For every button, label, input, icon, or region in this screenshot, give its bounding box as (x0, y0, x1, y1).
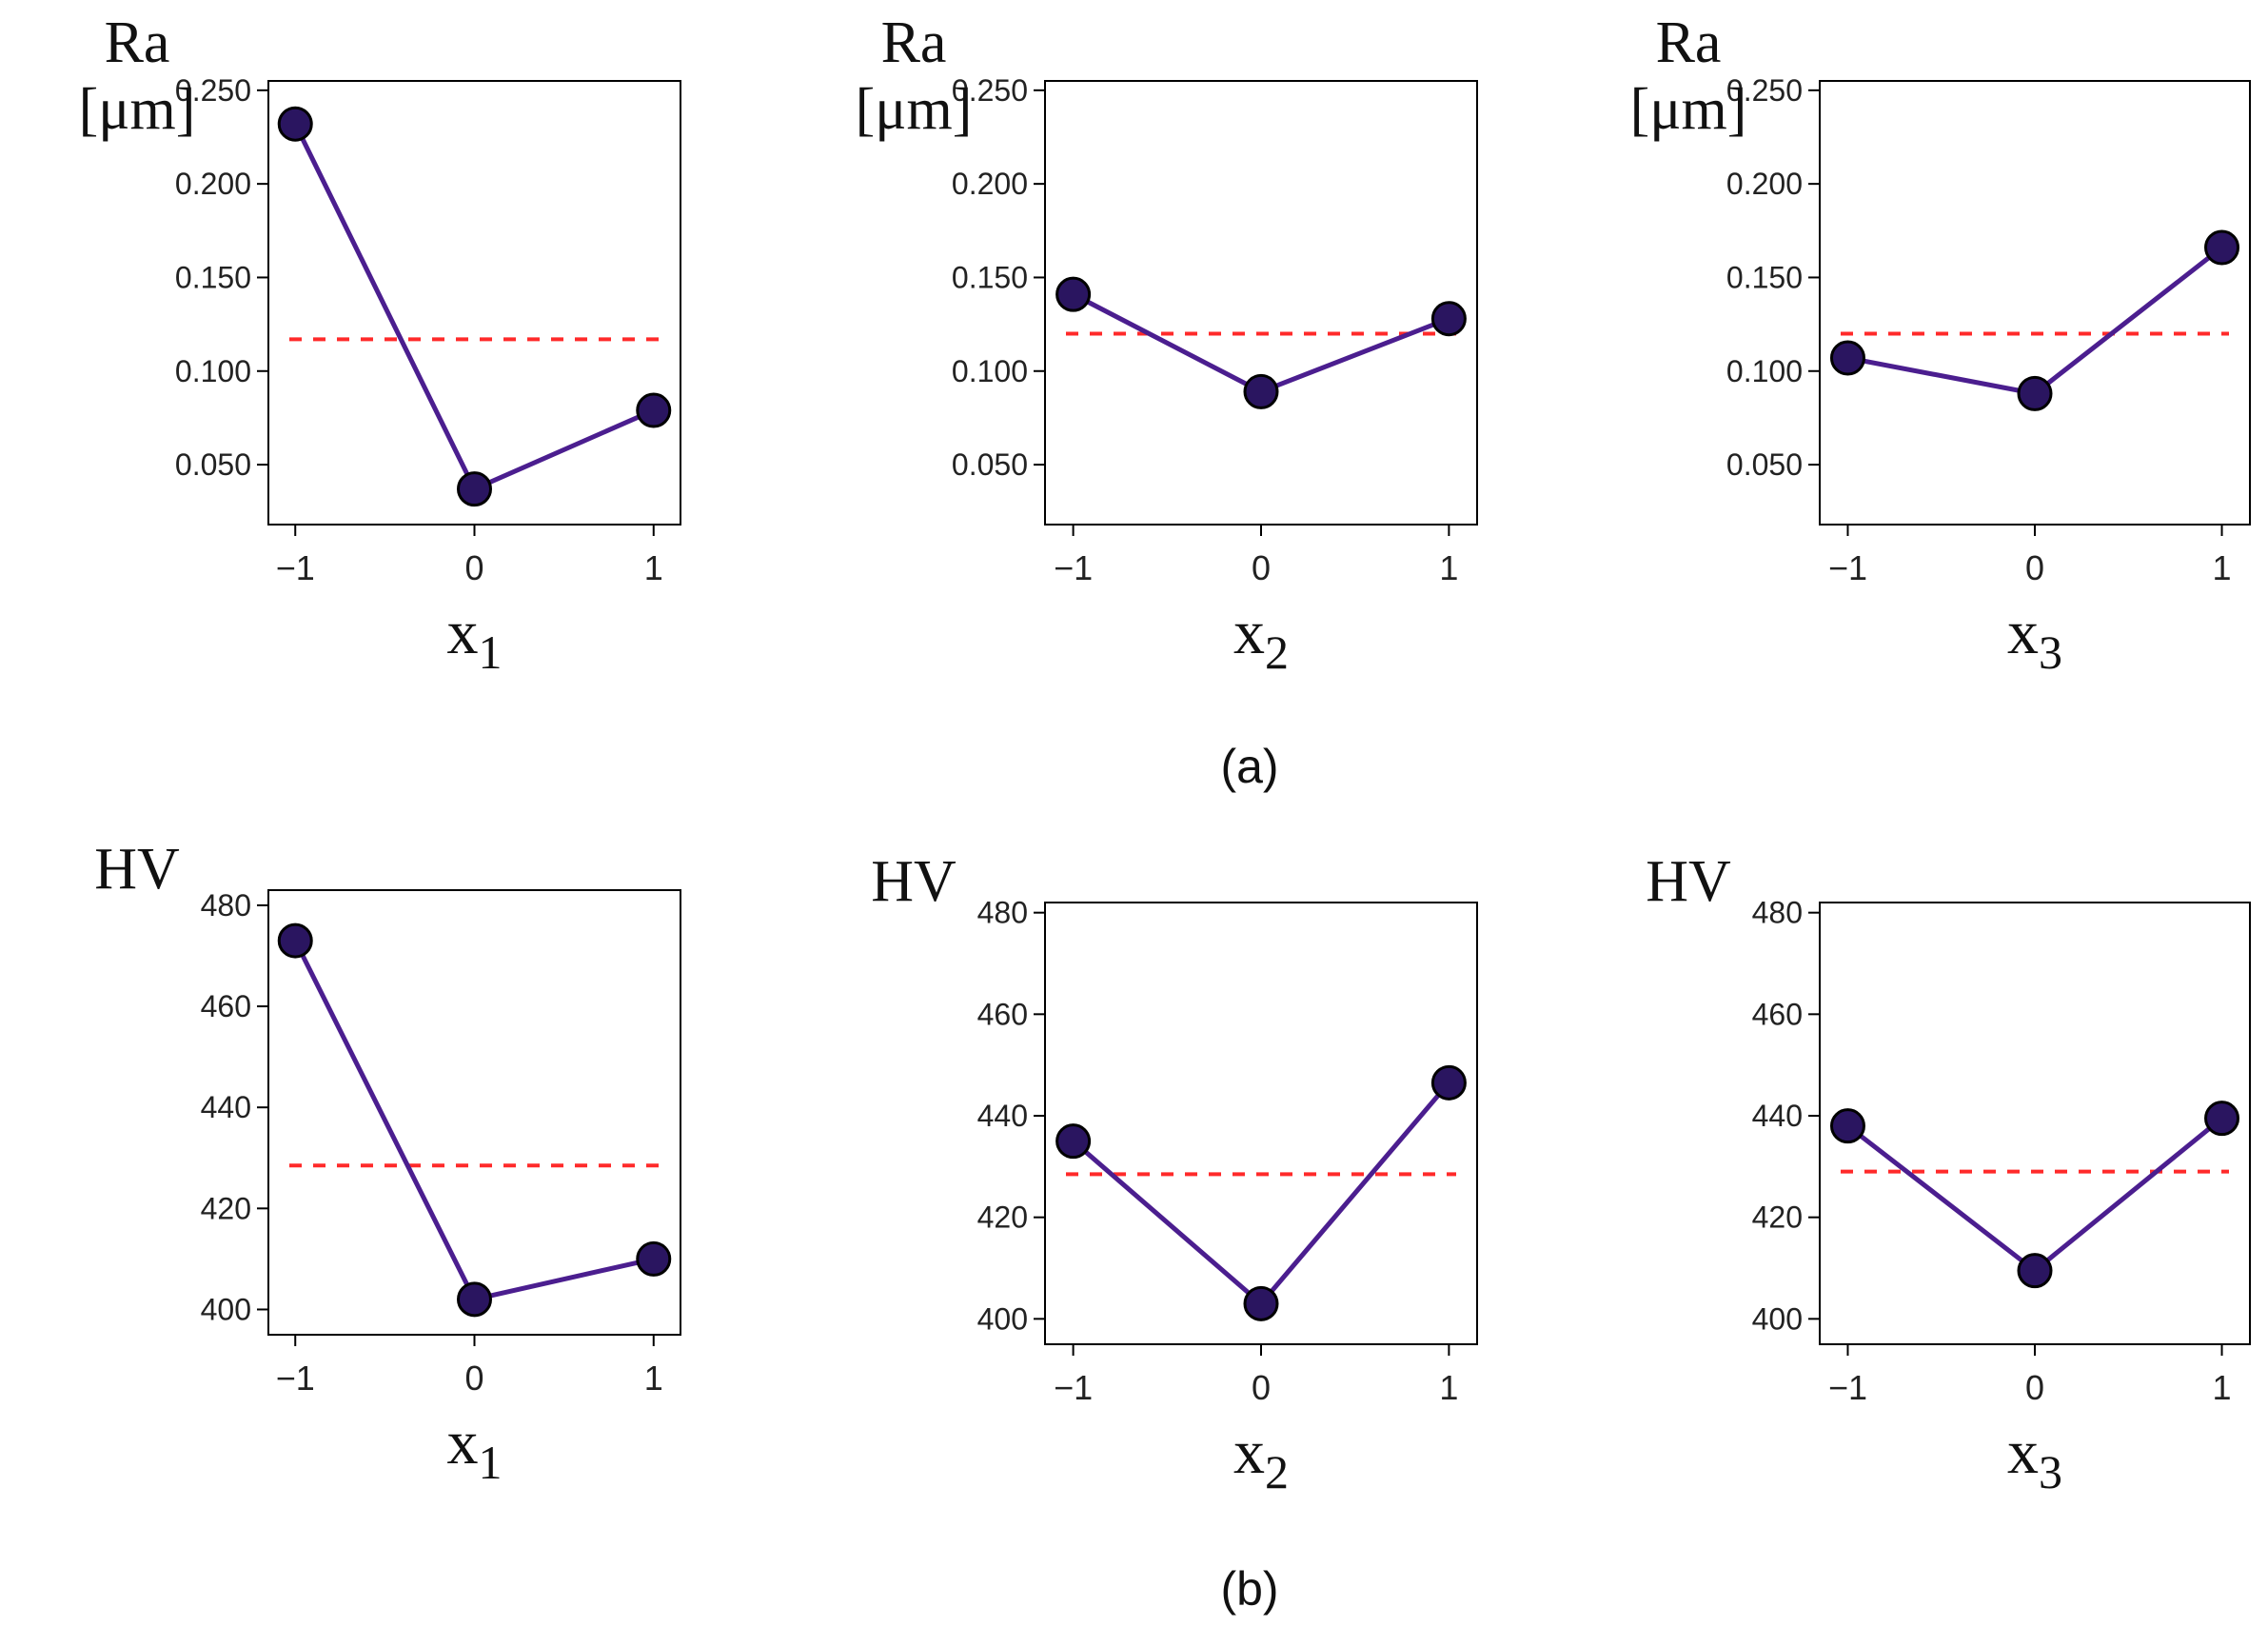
series-line (1071, 1081, 1451, 1306)
x-tick-label: 0 (1252, 1368, 1271, 1407)
x-tick-label: 0 (2025, 1368, 2044, 1407)
data-point (1829, 340, 1865, 376)
x-tick-label: −1 (276, 548, 315, 587)
x-axis-label: x1 (447, 1408, 503, 1489)
y-tick-label: 440 (201, 1090, 251, 1124)
y-axis-label: HV (871, 849, 957, 914)
y-tick-label: 0.250 (952, 73, 1028, 108)
chart-panel-1: 0.050 0.100 0.150 0.200 0.250 −1 0 1 Ra[μm] x1 (79, 10, 681, 679)
y-axis-label: [μm] (856, 77, 973, 142)
x-tick-label: 1 (2213, 1368, 2232, 1407)
x-tick-label: 1 (1439, 1368, 1458, 1407)
x-tick-label: 1 (644, 1359, 663, 1398)
data-point (277, 923, 313, 959)
y-axis-label: HV (1646, 849, 1731, 914)
x-tick-label: −1 (1828, 1368, 1867, 1407)
y-tick-label: 0.150 (1726, 260, 1803, 294)
y-tick-label: 480 (201, 888, 251, 923)
y-axis-label: HV (94, 837, 180, 902)
x-tick-label: −1 (1054, 548, 1093, 587)
y-axis-label: [μm] (79, 77, 196, 142)
data-point (1243, 1285, 1279, 1321)
series-line (1847, 246, 2224, 396)
x-axis-label: x1 (447, 598, 503, 679)
y-tick-label: 0.050 (1726, 447, 1803, 482)
y-tick-label: 0.150 (175, 260, 251, 294)
x-tick-label: 0 (464, 1359, 483, 1398)
y-tick-label: 0.200 (175, 167, 251, 201)
y-tick-label: 0.200 (1726, 167, 1803, 201)
y-tick-label: 0.250 (175, 73, 251, 108)
y-tick-label: 480 (977, 896, 1028, 930)
x-axis-label: x3 (2007, 1418, 2062, 1498)
y-tick-label: 440 (977, 1099, 1028, 1133)
series-line (1845, 1116, 2224, 1274)
data-point (457, 1281, 492, 1318)
y-tick-label: 420 (201, 1191, 251, 1225)
x-tick-label: 0 (2025, 548, 2044, 587)
y-tick-label: 0.100 (952, 354, 1028, 388)
y-tick-label: 460 (1752, 997, 1803, 1031)
y-tick-label: 420 (977, 1200, 1028, 1235)
y-axis-label: Ra (881, 10, 947, 75)
y-tick-label: 0.200 (952, 167, 1028, 201)
y-tick-label: 420 (1752, 1200, 1803, 1235)
row-label-a: (a) (1220, 740, 1278, 793)
data-point (1430, 301, 1467, 337)
chart-panel-3: 0.050 0.100 0.150 0.200 0.250 −1 0 1 Ra[μm] x3 (1630, 10, 2251, 679)
data-point (2204, 229, 2240, 266)
y-axis-label: Ra (1656, 10, 1722, 75)
data-point (277, 106, 313, 142)
chart-panel-2: 0.050 0.100 0.150 0.200 0.250 −1 0 1 Ra[μm] x2 (856, 10, 1478, 679)
series-line (292, 123, 655, 492)
data-point (2204, 1101, 2240, 1137)
x-tick-label: 0 (1252, 548, 1271, 587)
y-tick-label: 440 (1752, 1099, 1803, 1133)
data-point (1055, 276, 1092, 312)
y-tick-label: 400 (977, 1301, 1028, 1336)
x-axis-label: x3 (2007, 598, 2062, 679)
y-tick-label: 400 (201, 1292, 251, 1326)
x-tick-label: −1 (1828, 548, 1867, 587)
x-tick-label: 1 (2213, 548, 2232, 587)
data-point (2017, 1253, 2053, 1289)
plot-frame (1819, 80, 2251, 526)
y-tick-label: 460 (977, 997, 1028, 1031)
y-axis-label: [μm] (1630, 77, 1747, 142)
plot-frame (267, 80, 681, 526)
y-tick-label: 0.050 (175, 447, 251, 482)
data-point (636, 1240, 672, 1277)
x-tick-label: 0 (464, 548, 483, 587)
x-tick-label: 1 (1439, 548, 1458, 587)
x-tick-label: 1 (644, 548, 663, 587)
y-tick-label: 400 (1752, 1301, 1803, 1336)
x-tick-label: −1 (276, 1359, 315, 1398)
x-axis-label: x2 (1233, 598, 1289, 679)
data-point (636, 392, 672, 428)
x-tick-label: −1 (1054, 1368, 1093, 1407)
chart-panel-6: 400 420 440 460 480 −1 0 1 HV x3 (1646, 849, 2251, 1498)
data-point (457, 471, 492, 507)
plot-frame (1044, 80, 1478, 526)
data-point (2017, 375, 2053, 411)
y-tick-label: 0.100 (175, 354, 251, 388)
y-tick-label: 0.050 (952, 447, 1028, 482)
x-axis-label: x2 (1233, 1418, 1289, 1498)
y-tick-label: 0.100 (1726, 354, 1803, 388)
row-label-b: (b) (1220, 1562, 1278, 1616)
data-point (1243, 373, 1279, 409)
y-tick-label: 460 (201, 989, 251, 1023)
chart-panel-4: 400 420 440 460 480 −1 0 1 HV x1 (94, 837, 681, 1489)
series-line (293, 939, 655, 1302)
data-point (1829, 1108, 1865, 1144)
data-point (1430, 1064, 1467, 1101)
y-tick-label: 0.250 (1726, 73, 1803, 108)
chart-panel-5: 400 420 440 460 480 −1 0 1 HV x2 (871, 849, 1478, 1498)
y-tick-label: 480 (1752, 896, 1803, 930)
data-point (1055, 1123, 1092, 1160)
y-tick-label: 0.150 (952, 260, 1028, 294)
y-axis-label: Ra (105, 10, 170, 75)
